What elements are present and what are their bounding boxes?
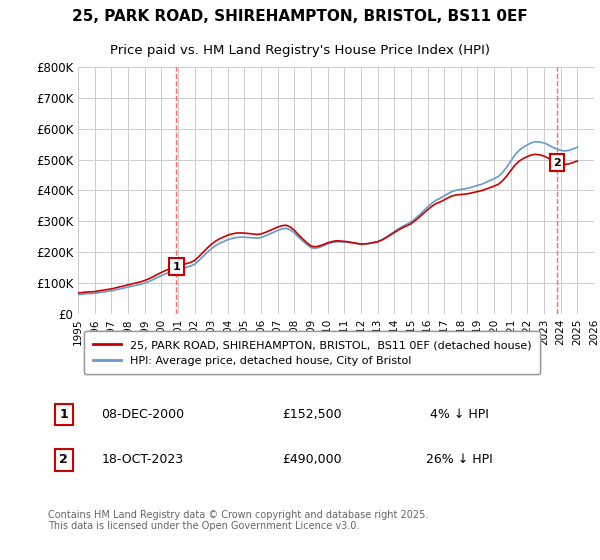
Text: Contains HM Land Registry data © Crown copyright and database right 2025.
This d: Contains HM Land Registry data © Crown c… xyxy=(48,510,428,531)
Text: 1: 1 xyxy=(59,408,68,421)
Text: 26% ↓ HPI: 26% ↓ HPI xyxy=(427,454,493,466)
Text: 1: 1 xyxy=(173,262,181,272)
Text: 18-OCT-2023: 18-OCT-2023 xyxy=(102,454,184,466)
Text: 2: 2 xyxy=(59,454,68,466)
Text: 08-DEC-2000: 08-DEC-2000 xyxy=(101,408,185,421)
Text: £152,500: £152,500 xyxy=(282,408,342,421)
Text: 2: 2 xyxy=(553,158,561,167)
Text: 25, PARK ROAD, SHIREHAMPTON, BRISTOL, BS11 0EF: 25, PARK ROAD, SHIREHAMPTON, BRISTOL, BS… xyxy=(72,10,528,24)
Text: 4% ↓ HPI: 4% ↓ HPI xyxy=(430,408,489,421)
Legend: 25, PARK ROAD, SHIREHAMPTON, BRISTOL,  BS11 0EF (detached house), HPI: Average p: 25, PARK ROAD, SHIREHAMPTON, BRISTOL, BS… xyxy=(84,331,540,375)
Text: £490,000: £490,000 xyxy=(282,454,342,466)
Text: Price paid vs. HM Land Registry's House Price Index (HPI): Price paid vs. HM Land Registry's House … xyxy=(110,44,490,57)
